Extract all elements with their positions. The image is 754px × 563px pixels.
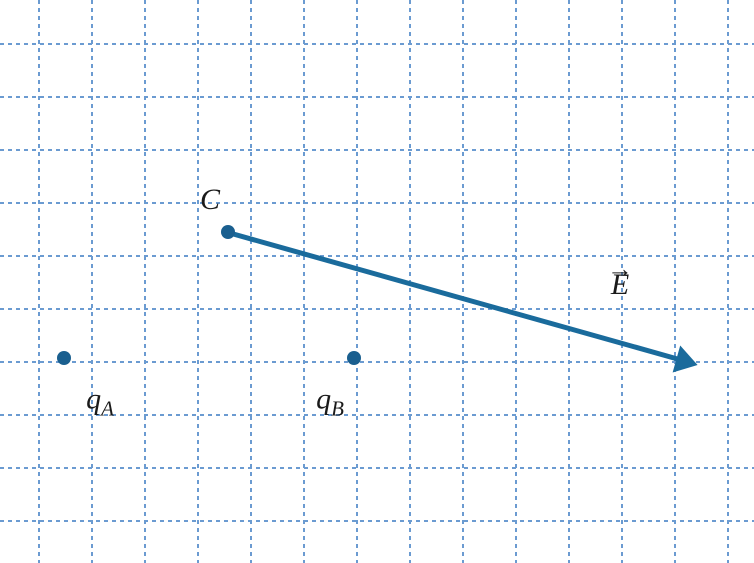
- label-C: C: [200, 183, 220, 217]
- grid-line-horizontal: [0, 149, 754, 151]
- point-qB: [347, 351, 361, 365]
- grid-line-vertical: [144, 0, 146, 563]
- grid-line-horizontal: [0, 202, 754, 204]
- label-qB-text: q: [316, 383, 331, 416]
- grid-line-vertical: [91, 0, 93, 563]
- grid-line-vertical: [38, 0, 40, 563]
- point-qA: [57, 351, 71, 365]
- grid-line-horizontal: [0, 467, 754, 469]
- label-qA: qA: [86, 383, 114, 422]
- label-qB-subscript: B: [331, 397, 344, 421]
- grid-line-horizontal: [0, 96, 754, 98]
- grid-line-vertical: [727, 0, 729, 563]
- label-qB: qB: [316, 383, 344, 422]
- grid-line-horizontal: [0, 255, 754, 257]
- label-qA-subscript: A: [101, 397, 114, 421]
- label-C-text: C: [200, 183, 220, 216]
- grid-line-horizontal: [0, 520, 754, 522]
- grid-line-vertical: [197, 0, 199, 563]
- vector-label: →E: [611, 268, 629, 302]
- grid-line-vertical: [356, 0, 358, 563]
- grid-line-vertical: [462, 0, 464, 563]
- grid-line-horizontal: [0, 43, 754, 45]
- vector-arrowhead: [673, 346, 702, 379]
- point-C: [221, 225, 235, 239]
- label-qA-text: q: [86, 383, 101, 416]
- grid-line-horizontal: [0, 308, 754, 310]
- grid-line-vertical: [674, 0, 676, 563]
- grid-line-vertical: [568, 0, 570, 563]
- grid-line-vertical: [303, 0, 305, 563]
- grid-line-horizontal: [0, 361, 754, 363]
- vector-label-arrow: →: [607, 254, 633, 284]
- grid-line-vertical: [515, 0, 517, 563]
- diagram-canvas: →EqAqBC: [0, 0, 754, 563]
- grid-line-vertical: [250, 0, 252, 563]
